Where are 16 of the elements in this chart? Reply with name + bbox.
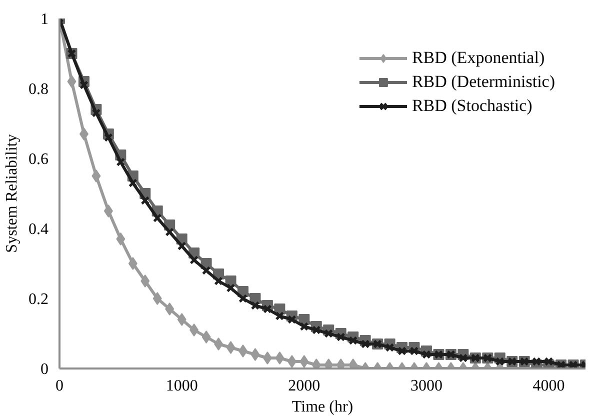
legend-label: RBD (Exponential) [412,48,545,68]
x-tick-label: 0 [56,378,64,394]
y-tick-label: 0.4 [28,221,48,238]
legend-label: RBD (Deterministic) [412,72,555,92]
y-tick-label: 0.2 [28,291,48,308]
x-tick-label: 3000 [410,378,442,394]
y-tick-label: 0 [40,361,48,378]
x-tick-label: 4000 [532,378,565,394]
x-tick-label: 2000 [288,378,320,394]
y-tick-label: 1 [40,11,48,28]
y-tick-label: 0.8 [28,81,48,98]
x-axis-title: Time (hr) [292,398,354,416]
legend-label: RBD (Stochastic) [412,96,532,116]
y-axis-title: System Reliability [4,134,20,253]
x-tick-label: 1000 [166,378,198,394]
y-tick-label: 0.6 [28,151,48,168]
